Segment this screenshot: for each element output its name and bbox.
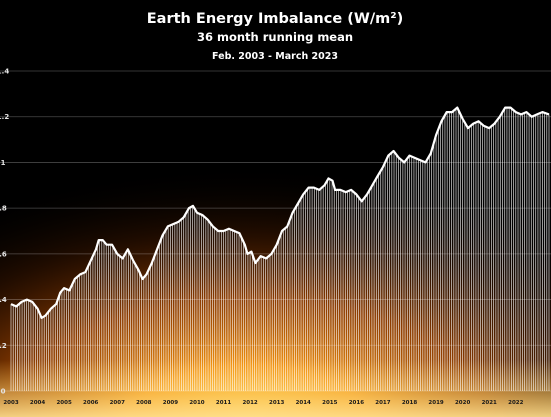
x-tick-label: 2012 (242, 400, 257, 406)
x-tick-label: 2017 (375, 400, 390, 406)
y-tick-label: 1.4 (0, 68, 9, 76)
x-tick-label: 2019 (428, 400, 443, 406)
x-tick-label: 2011 (216, 400, 231, 406)
x-tick-label: 2020 (455, 400, 470, 406)
y-axis-ticks: 0 .2 .4 .6 .8 1 1.2 1.4 (0, 68, 9, 396)
y-tick-label: 1.2 (0, 113, 9, 121)
y-tick-label: 1 (1, 159, 6, 167)
x-tick-label: 2016 (349, 400, 364, 406)
x-tick-label: 2010 (189, 400, 204, 406)
y-tick-label: .4 (0, 296, 7, 304)
grid (0, 70, 551, 392)
chart-subtitle: 36 month running mean (197, 30, 353, 44)
y-tick-label: .2 (0, 342, 7, 350)
chart-title: Earth Energy Imbalance (W/m²) (147, 11, 403, 27)
chart-period: Feb. 2003 - March 2023 (212, 51, 338, 62)
x-tick-label: 2004 (30, 400, 45, 406)
x-tick-label: 2018 (402, 400, 417, 406)
y-tick-label: .6 (0, 250, 7, 258)
x-tick-label: 2009 (163, 400, 178, 406)
x-tick-label: 2013 (269, 400, 284, 406)
x-tick-label: 2015 (322, 400, 337, 406)
x-tick-label: 2006 (83, 400, 98, 406)
stems (10, 107, 550, 391)
x-tick-label: 2021 (482, 400, 497, 406)
x-axis-ticks: 2003 2004 2005 2006 2007 2008 2009 2010 2011 2012… (3, 400, 523, 406)
x-tick-label: 2008 (136, 400, 151, 406)
bottom-glow (0, 360, 551, 417)
series-line (10, 106, 550, 319)
x-tick-label: 2007 (110, 400, 125, 406)
x-tick-label: 2003 (3, 400, 18, 406)
x-tick-label: 2014 (296, 400, 311, 406)
y-tick-label: .8 (0, 205, 7, 213)
x-tick-label: 2005 (56, 400, 71, 406)
x-tick-label: 2022 (508, 400, 523, 406)
y-tick-label: 0 (1, 388, 6, 396)
